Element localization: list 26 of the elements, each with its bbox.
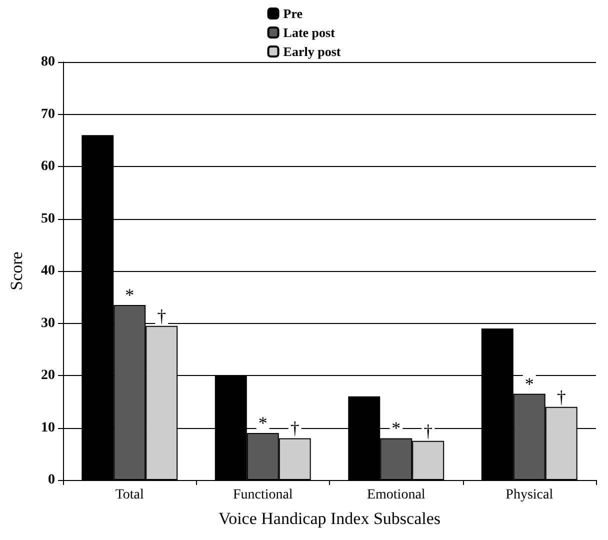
annotation: †: [556, 386, 566, 407]
annotation: †: [424, 420, 433, 441]
y-tick-label: 10: [41, 420, 55, 436]
annotation: *: [524, 374, 534, 394]
y-axis-title: Score: [7, 252, 26, 290]
y-tick-label: 60: [41, 159, 55, 174]
y-tick-label: 80: [41, 54, 55, 70]
x-tick-label: Physical: [506, 488, 554, 502]
y-tick-label: 70: [41, 106, 55, 122]
legend-label: Early post: [283, 44, 342, 59]
x-tick-label: Total: [115, 488, 144, 502]
y-tick-label: 0: [48, 472, 55, 488]
annotation: *: [392, 418, 401, 438]
annotation: †: [157, 306, 166, 326]
legend-label: Pre: [283, 6, 303, 21]
annotation: *: [125, 284, 134, 305]
annotation: *: [258, 412, 268, 433]
annotation: †: [290, 418, 300, 438]
legend-label: Late post: [283, 25, 336, 40]
y-tick-label: 40: [41, 264, 55, 278]
y-tick-label: 30: [41, 316, 55, 331]
y-tick-label: 20: [41, 368, 55, 383]
x-tick-label: Emotional: [366, 488, 426, 502]
x-axis-title: Voice Handicap Index Subscales: [218, 509, 441, 528]
x-tick-label: Functional: [232, 488, 293, 502]
y-tick-label: 50: [41, 211, 55, 226]
